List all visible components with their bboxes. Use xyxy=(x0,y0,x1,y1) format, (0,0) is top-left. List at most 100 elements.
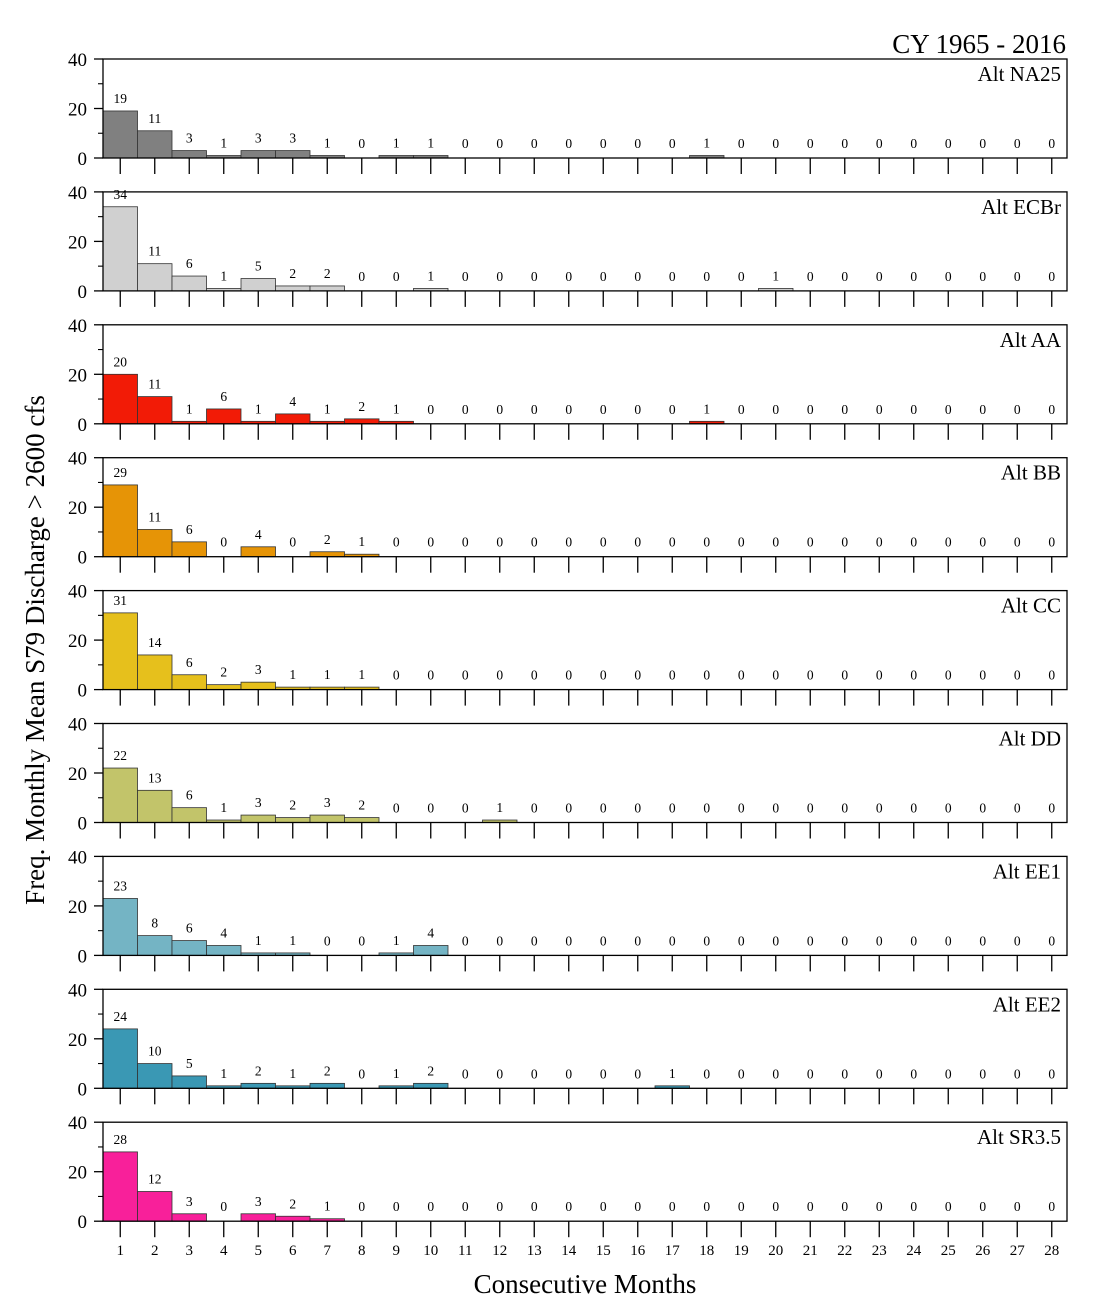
bar xyxy=(102,484,138,558)
data-label: 0 xyxy=(600,668,607,683)
data-label: 6 xyxy=(220,389,227,404)
data-label: 0 xyxy=(841,1066,848,1081)
panel-frame xyxy=(102,191,1068,292)
bar xyxy=(413,945,449,956)
bar xyxy=(240,814,276,823)
data-label: 0 xyxy=(910,933,917,948)
data-label: 0 xyxy=(462,269,469,284)
data-label: 0 xyxy=(600,933,607,948)
data-label: 5 xyxy=(186,1056,193,1071)
data-label: 0 xyxy=(910,1199,917,1214)
data-label: 0 xyxy=(1048,269,1055,284)
data-label: 0 xyxy=(634,1066,641,1081)
panel-title: Alt EE2 xyxy=(993,992,1061,1016)
data-label: 0 xyxy=(531,535,538,550)
bar xyxy=(275,817,311,823)
bar xyxy=(171,807,207,823)
data-label: 0 xyxy=(979,402,986,417)
data-label: 0 xyxy=(393,535,400,550)
data-label: 3 xyxy=(186,131,193,146)
data-label: 0 xyxy=(807,933,814,948)
data-label: 0 xyxy=(876,535,883,550)
data-label: 0 xyxy=(772,402,779,417)
x-tick-label: 21 xyxy=(803,1243,818,1259)
y-tick-label: 20 xyxy=(68,1030,87,1051)
data-label: 12 xyxy=(148,1172,162,1187)
data-label: 0 xyxy=(841,668,848,683)
data-label: 0 xyxy=(876,136,883,151)
data-label: 0 xyxy=(1014,535,1021,550)
data-label: 0 xyxy=(496,535,503,550)
data-label: 0 xyxy=(945,668,952,683)
data-label: 3 xyxy=(255,131,262,146)
data-label: 0 xyxy=(876,269,883,284)
data-label: 0 xyxy=(462,402,469,417)
data-label: 0 xyxy=(979,136,986,151)
data-label: 0 xyxy=(1048,535,1055,550)
x-tick-label: 5 xyxy=(255,1243,263,1259)
data-label: 0 xyxy=(979,1199,986,1214)
x-tick-label: 11 xyxy=(458,1243,472,1259)
x-tick-label: 23 xyxy=(872,1243,887,1259)
data-label: 0 xyxy=(358,1066,365,1081)
data-label: 1 xyxy=(220,136,227,151)
data-label: 0 xyxy=(427,1199,434,1214)
bar xyxy=(275,413,311,425)
data-label: 0 xyxy=(496,269,503,284)
data-label: 0 xyxy=(703,933,710,948)
data-label: 0 xyxy=(841,136,848,151)
data-label: 1 xyxy=(220,268,227,283)
panel-frame xyxy=(102,1121,1068,1222)
data-label: 14 xyxy=(148,635,162,650)
y-tick-label: 40 xyxy=(68,1113,87,1134)
data-label: 0 xyxy=(772,535,779,550)
bar xyxy=(413,1082,449,1089)
data-label: 0 xyxy=(772,1199,779,1214)
data-label: 1 xyxy=(358,667,365,682)
bar xyxy=(240,1213,276,1222)
x-tick-label: 28 xyxy=(1044,1243,1059,1259)
data-label: 22 xyxy=(114,748,128,763)
data-label: 0 xyxy=(393,668,400,683)
data-label: 2 xyxy=(324,532,331,547)
x-tick-label: 18 xyxy=(699,1243,714,1259)
data-label: 0 xyxy=(945,535,952,550)
bar xyxy=(171,275,207,292)
data-label: 0 xyxy=(669,801,676,816)
y-tick-label: 40 xyxy=(68,847,87,868)
data-label: 4 xyxy=(220,926,227,941)
data-label: 0 xyxy=(669,269,676,284)
data-label: 0 xyxy=(1014,801,1021,816)
bar xyxy=(102,110,138,159)
data-label: 6 xyxy=(186,655,193,670)
data-label: 1 xyxy=(324,1199,331,1214)
data-label: 13 xyxy=(148,770,162,785)
data-label: 0 xyxy=(1048,933,1055,948)
y-tick-label: 0 xyxy=(78,149,88,170)
x-tick-label: 22 xyxy=(837,1243,852,1259)
data-label: 0 xyxy=(393,1199,400,1214)
data-label: 2 xyxy=(220,665,227,680)
data-label: 0 xyxy=(876,1066,883,1081)
bar xyxy=(137,935,173,956)
data-label: 1 xyxy=(255,933,262,948)
x-tick-label: 16 xyxy=(630,1243,646,1259)
data-label: 6 xyxy=(186,921,193,936)
data-label: 0 xyxy=(841,933,848,948)
data-label: 2 xyxy=(324,266,331,281)
data-label: 0 xyxy=(738,136,745,151)
y-tick-label: 40 xyxy=(68,183,87,204)
panel-frame xyxy=(102,58,1068,159)
data-label: 0 xyxy=(945,1066,952,1081)
data-label: 0 xyxy=(703,1066,710,1081)
data-label: 0 xyxy=(807,136,814,151)
data-label: 0 xyxy=(738,402,745,417)
data-label: 0 xyxy=(358,1199,365,1214)
x-tick-label: 2 xyxy=(151,1243,159,1259)
data-label: 1 xyxy=(496,800,503,815)
bar xyxy=(240,150,276,159)
data-label: 0 xyxy=(807,801,814,816)
data-label: 28 xyxy=(114,1132,128,1147)
